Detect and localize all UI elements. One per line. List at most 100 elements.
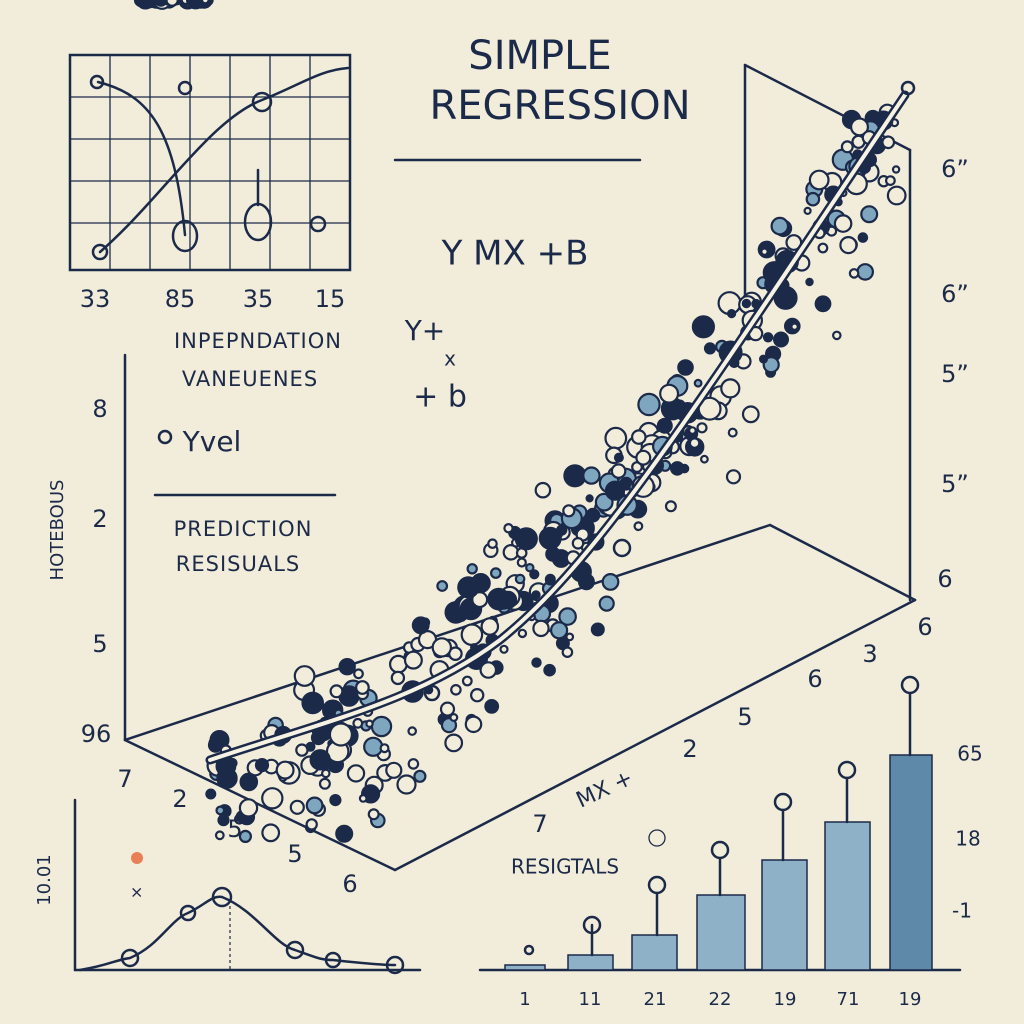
scatter-dot: [839, 236, 858, 255]
scatter-dot: [803, 206, 812, 215]
scatter-dot: [464, 715, 483, 734]
scatter-dot: [516, 557, 527, 568]
scatter-dot: [805, 277, 814, 287]
scatter-dot: [831, 330, 842, 341]
bar-label: 1: [519, 989, 530, 1010]
scatter-dot: [659, 383, 680, 404]
scatter-dot: [305, 796, 324, 815]
axis-number: 6: [937, 565, 952, 593]
inset-point: [89, 74, 105, 90]
scatter-dot: [365, 719, 374, 728]
scatter-dot: [353, 668, 364, 680]
floor-number: 6: [807, 665, 822, 693]
scatter-dot: [531, 590, 541, 600]
scatter-dot: [142, 0, 159, 8]
scatter-dot: [688, 437, 701, 449]
scatter-dot: [856, 263, 874, 281]
scatter-dot: [525, 563, 535, 573]
scatter-dot: [773, 285, 798, 310]
scatter-dot: [726, 309, 737, 319]
inset-point: [243, 202, 273, 242]
label-mark: [157, 429, 173, 445]
inset-x-label: 15: [315, 285, 346, 313]
bar-label: 22: [709, 989, 732, 1010]
scatter-dot: [328, 722, 353, 747]
scatter-dot: [335, 824, 354, 843]
scatter-dot: [305, 818, 318, 831]
label: RESISUALS: [176, 552, 300, 576]
scatter-dot: [630, 429, 647, 445]
scatter-dot: [449, 712, 459, 722]
line-end: [900, 80, 916, 96]
scatter-dot: [320, 768, 331, 779]
scatter-dot: [470, 643, 479, 652]
scatter-dot: [370, 715, 393, 738]
scatter-dot: [590, 622, 605, 637]
scatter-dot: [165, 0, 179, 7]
scatter-dot: [484, 699, 500, 714]
inset-point: [177, 80, 193, 96]
inset-curve: [98, 66, 350, 254]
scatter-dot: [346, 764, 366, 783]
label: PREDICTION: [174, 517, 313, 541]
scatter-dot: [840, 140, 854, 154]
scatter-dot: [407, 726, 418, 736]
axis-number: 2: [92, 505, 107, 533]
side-axis-label: HOTEBOUS: [47, 480, 68, 581]
scatter-dot: [633, 521, 644, 532]
scatter-dot: [610, 463, 627, 479]
scatter-dot: [531, 657, 542, 668]
title: REGRESSION: [429, 83, 690, 129]
scatter-dot: [487, 538, 498, 549]
scatter-dot: [358, 794, 368, 803]
bar-label: 11: [579, 989, 602, 1010]
bar-side-label: 65: [957, 742, 982, 766]
scatter-dot: [517, 628, 528, 639]
scatter-dot: [741, 405, 760, 424]
scatter-dot: [439, 701, 456, 717]
scatter-dot: [209, 729, 230, 750]
scatter-cloud: [133, 0, 907, 844]
scatter-dot: [543, 663, 556, 677]
axis-number: 8: [92, 395, 107, 423]
inset-point: [171, 219, 199, 253]
scatter-dot: [693, 378, 703, 388]
scatter-dot: [790, 322, 799, 332]
label: INPEPNDATION: [174, 329, 342, 353]
floor-number: 2: [172, 785, 187, 813]
scatter-dot: [238, 829, 252, 844]
scatter-dot: [885, 175, 896, 187]
scatter-dot: [329, 684, 344, 699]
scatter-dot: [480, 617, 500, 636]
scatter-dot: [886, 185, 907, 206]
scatter-dot: [301, 691, 324, 715]
scatter-dot: [367, 808, 380, 821]
scatter-dot: [411, 616, 430, 635]
inset-curve: [96, 80, 187, 237]
scatter-dot: [758, 354, 768, 364]
axis-number: 96: [81, 720, 112, 748]
scatter-dot: [604, 426, 628, 450]
scatter-dot: [215, 805, 226, 816]
scatter-dot: [466, 563, 478, 575]
mini-curve-chart: 10.01 ×: [34, 798, 422, 975]
scatter-dot: [461, 675, 473, 687]
scatter-dot: [413, 769, 427, 783]
inset-x-label: 33: [80, 285, 111, 313]
scatter-dot: [495, 593, 512, 610]
floor-number: 7: [532, 810, 547, 838]
scatter-dot: [549, 621, 569, 640]
marker: [648, 829, 666, 847]
scatter-dot: [700, 454, 709, 464]
scatter-dot: [514, 527, 538, 551]
inset-x-label: 85: [165, 285, 196, 313]
inset-grid: [70, 55, 350, 270]
title: SIMPLE: [468, 33, 611, 79]
scatter-dot: [848, 268, 860, 279]
scatter-dot: [702, 326, 712, 337]
scatter-dot: [637, 392, 661, 417]
scatter-dot: [407, 758, 420, 770]
scatter-dot: [696, 422, 708, 434]
scatter-dot: [604, 480, 626, 501]
